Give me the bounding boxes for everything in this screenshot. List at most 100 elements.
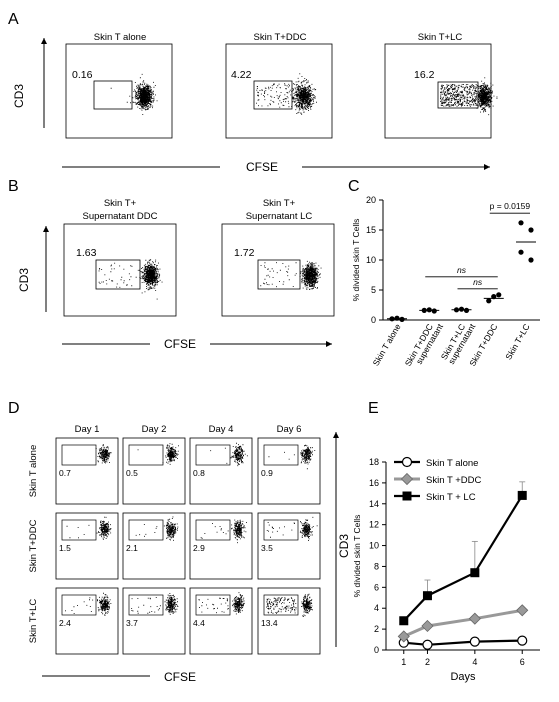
panel-d-cell-value: 0.9 xyxy=(261,468,273,478)
panel-d-row-label: Skin T alone xyxy=(28,445,39,497)
panel-d-cell: 0.7 xyxy=(55,437,119,505)
panel-e-y-tick-label: 16 xyxy=(369,478,379,488)
panel-d-label: D xyxy=(8,400,20,417)
panel-d-cell: 3.7 xyxy=(122,587,186,655)
panel-a-plot-2-title: Skin T+DDC xyxy=(254,32,307,43)
panel-d-cell-value: 0.7 xyxy=(59,468,71,478)
panel-a-plot-2-events xyxy=(256,73,317,115)
panel-a-plot-3-events xyxy=(440,77,498,116)
panel-e-y-tick-label: 10 xyxy=(369,541,379,551)
panel-a-plot-2: Skin T+DDC 4.22 xyxy=(225,32,333,139)
panel-a-plot-2-gate-value: 4.22 xyxy=(231,69,252,81)
panel-a-plot-2-gate xyxy=(253,80,293,110)
panel-c-y-tick-label: 10 xyxy=(366,255,376,265)
panel-e-y-tick-label: 6 xyxy=(374,582,379,592)
panel-e-series-line xyxy=(403,608,523,638)
panel-e-y-tick-label: 12 xyxy=(369,520,379,530)
panel-e-legend-label: Skin T +DDC xyxy=(426,475,481,486)
panel-c-annotation: ns xyxy=(457,265,467,275)
panel-c-point xyxy=(518,249,524,255)
panel-b-plot-1-gate xyxy=(95,259,141,290)
panel-b-plot-1-frame xyxy=(63,223,177,317)
panel-d-cell-gate xyxy=(263,519,299,541)
panel-e-y-label: % divided skin T Cells xyxy=(352,515,362,598)
panel-a-plot-1-title: Skin T alone xyxy=(94,32,146,43)
panel-e-x-tick-label: 2 xyxy=(425,657,430,667)
panel-b-plot-2-gate xyxy=(257,259,301,290)
panel-e-y-tick-label: 2 xyxy=(374,624,379,634)
panel-c-point xyxy=(399,316,405,322)
panel-d-grid: Day 1 Day 2 Day 4 Day 6 Skin T alone 0.7 0.5 0.… xyxy=(28,424,321,655)
event-dots xyxy=(98,259,163,300)
panel-e-x-label: Days xyxy=(450,671,476,683)
panel-c-y-label: % divided skin T Cells xyxy=(351,219,361,302)
event-dots xyxy=(137,443,179,465)
panel-a-plot-3: Skin T+LC 16.2 xyxy=(384,32,498,139)
panel-c-y-tick-label: 0 xyxy=(371,315,376,325)
event-dots xyxy=(65,592,112,616)
panel-e-point xyxy=(422,591,432,601)
panel-c-point xyxy=(486,298,492,304)
event-dots xyxy=(198,592,245,615)
panel-e-point xyxy=(470,568,480,578)
event-dots xyxy=(66,516,112,540)
panel-d-cell-frame xyxy=(122,437,186,505)
panel-a-plot-3-title: Skin T+LC xyxy=(418,32,463,43)
panel-d-cell-value: 3.5 xyxy=(261,543,273,553)
panel-a-plot-1-gate-value: 0.16 xyxy=(72,69,93,81)
panel-b-plot-1-gate-value: 1.63 xyxy=(76,247,97,259)
panel-c-point xyxy=(463,307,470,313)
panel-d-cell-frame xyxy=(55,437,119,505)
panel-d-column-header: Day 2 xyxy=(142,424,167,435)
event-dots xyxy=(256,73,317,115)
panel-e-y-tick-label: 0 xyxy=(374,645,379,655)
panel-d-cell-gate xyxy=(195,519,231,541)
panel-b-plot-1-events xyxy=(98,259,163,300)
panel-d-cell: 2.9 xyxy=(189,512,253,580)
panel-c-point xyxy=(431,308,437,314)
event-dots xyxy=(440,77,498,116)
panel-e-point xyxy=(422,639,433,650)
panel-c-point xyxy=(394,315,400,321)
panel-e-legend-label: Skin T alone xyxy=(426,458,478,469)
panel-d-row-label: Skin T+DDC xyxy=(28,519,39,572)
panel-d-cell: 3.5 xyxy=(257,512,321,580)
panel-e-legend-marker xyxy=(400,472,414,486)
event-dots xyxy=(266,593,313,617)
panel-a-y-label: CD3 xyxy=(12,84,26,108)
panel-c-point xyxy=(528,257,534,263)
panel-d-cell-frame xyxy=(122,587,186,655)
panel-e-y-tick-label: 4 xyxy=(374,603,379,613)
panel-d-cell-frame xyxy=(189,512,253,580)
panel-c-point xyxy=(518,220,524,226)
panel-c-point xyxy=(528,227,534,233)
panel-d-cell-gate xyxy=(128,594,164,616)
panel-c-category-label: Skin T alone xyxy=(371,322,403,368)
panel-e-y-tick-label: 18 xyxy=(369,457,379,467)
panel-e-series-line xyxy=(403,494,524,622)
panel-c-y-tick-label: 5 xyxy=(371,285,376,295)
event-dots xyxy=(210,442,248,467)
event-dots xyxy=(95,444,112,464)
panel-d-cell-value: 3.7 xyxy=(126,618,138,628)
panel-d-cell: 0.5 xyxy=(122,437,186,505)
panel-e-x-tick-label: 6 xyxy=(520,657,525,667)
panel-d-cell-frame xyxy=(55,512,119,580)
panel-d-cell-frame xyxy=(189,437,253,505)
panel-b-plot-2-title-line2: Supernatant LC xyxy=(246,211,313,222)
panel-e-label: E xyxy=(368,400,379,417)
panel-d-cell-gate xyxy=(263,594,299,616)
panel-d-column-header: Day 1 xyxy=(75,424,100,435)
panel-c-chart: 0 5 10 15 20 % divided skin T Cells Skin T alo… xyxy=(351,195,540,368)
panel-b-plot-1: Skin T+ Supernatant DDC 1.63 xyxy=(63,198,177,317)
panel-b-x-label: CFSE xyxy=(164,337,196,351)
panel-c-y-tick-label: 15 xyxy=(366,225,376,235)
panel-d-cell-gate xyxy=(61,519,97,541)
panel-e-point xyxy=(469,636,480,647)
panel-d-cell-gate xyxy=(195,594,231,616)
panel-d-cell: 0.9 xyxy=(257,437,321,505)
panel-e-point xyxy=(517,490,527,500)
panel-e-point xyxy=(399,616,409,626)
panel-e-y-tick-label: 14 xyxy=(369,499,379,509)
